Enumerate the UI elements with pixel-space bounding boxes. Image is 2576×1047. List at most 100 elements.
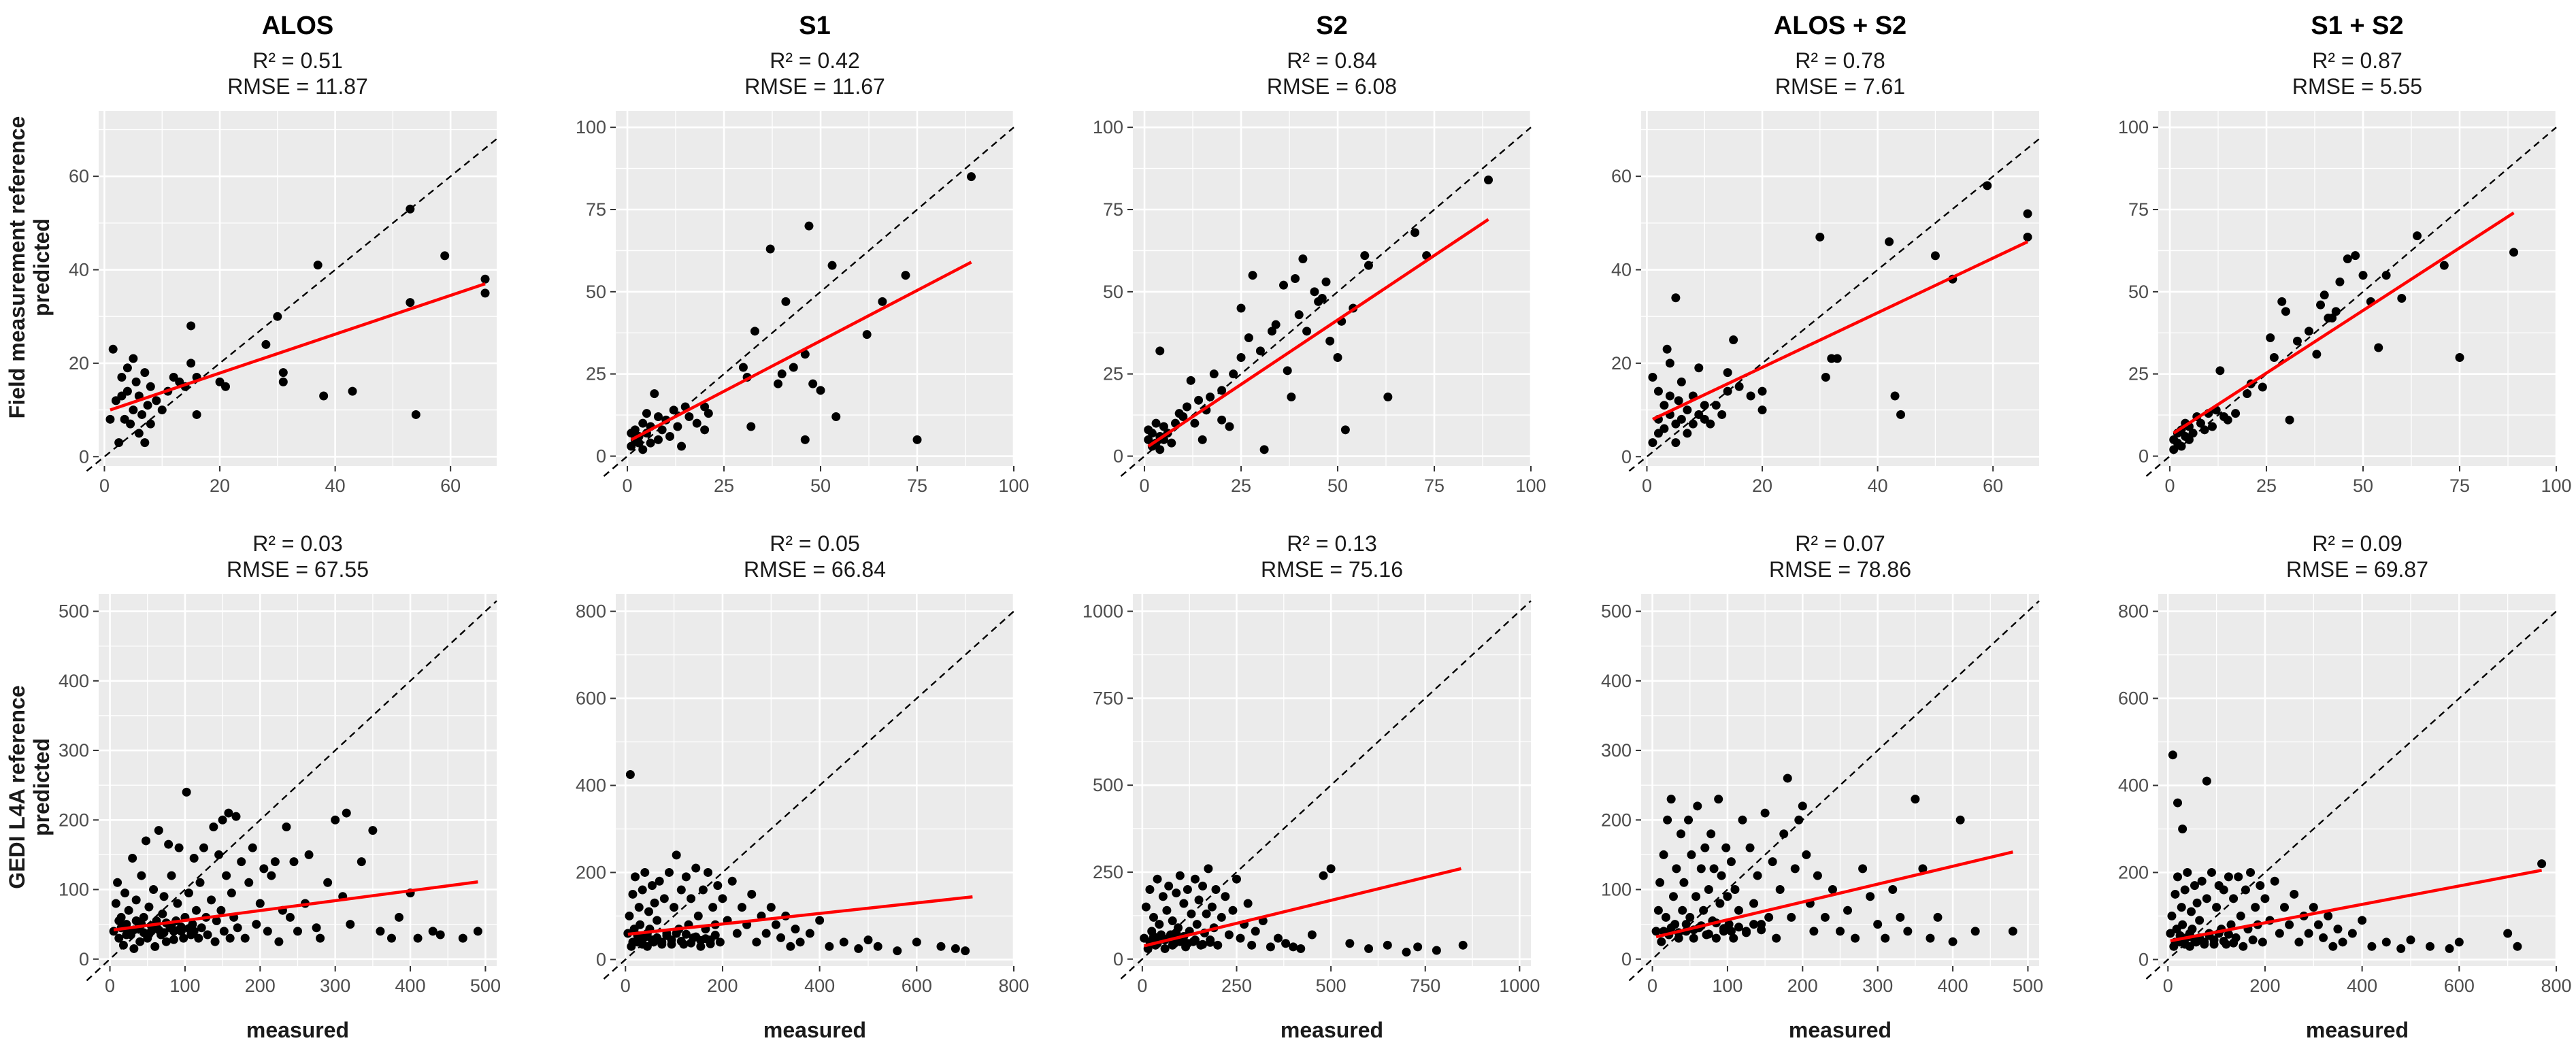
x-tick-label: 400: [1938, 976, 1968, 996]
data-point: [2304, 929, 2313, 938]
data-point: [114, 438, 124, 448]
data-point: [2358, 916, 2367, 925]
y-tick-label: 60: [1611, 166, 1632, 186]
data-point: [2333, 925, 2343, 934]
data-point: [1291, 274, 1300, 283]
data-point: [839, 937, 848, 947]
data-point: [2248, 935, 2258, 945]
data-point: [2426, 942, 2435, 951]
data-point: [2231, 409, 2241, 418]
data-point: [150, 942, 160, 951]
data-point: [1802, 850, 1811, 859]
data-point: [1760, 808, 1770, 818]
x-tick-label: 25: [1231, 476, 1251, 496]
data-point: [1151, 418, 1161, 428]
data-point: [146, 419, 155, 429]
data-point: [203, 930, 212, 940]
data-point: [1699, 905, 1708, 915]
data-point: [800, 350, 810, 359]
data-point: [1677, 829, 1685, 839]
data-point: [111, 899, 120, 908]
data-point: [706, 939, 715, 948]
data-point: [646, 438, 655, 448]
data-point: [1229, 369, 1238, 379]
data-point: [625, 770, 635, 780]
x-tick-label: 40: [1868, 476, 1888, 496]
rmse-label: RMSE = 67.55: [227, 557, 369, 582]
data-point: [137, 410, 147, 419]
data-point: [2455, 353, 2464, 362]
data-point: [1704, 929, 1713, 939]
y-tick-label: 200: [576, 862, 606, 882]
y-tick-label: 40: [1611, 260, 1632, 280]
data-point: [2316, 300, 2326, 310]
data-point: [1843, 905, 1853, 915]
data-point: [480, 274, 490, 284]
data-point: [2223, 415, 2232, 425]
data-point: [1671, 293, 1681, 303]
data-point: [191, 905, 201, 915]
data-point: [1663, 815, 1672, 825]
x-tick-label: 600: [2444, 976, 2475, 996]
fit-line: [630, 261, 972, 442]
data-point: [1717, 410, 1727, 419]
data-point: [2312, 350, 2322, 359]
data-point: [815, 916, 825, 925]
data-point: [135, 937, 145, 946]
data-point: [1858, 864, 1868, 874]
data-point: [2285, 920, 2294, 929]
data-point: [1709, 864, 1719, 874]
data-point: [1413, 942, 1423, 952]
data-point: [1820, 912, 1830, 922]
data-point: [774, 379, 783, 388]
data-point: [1217, 386, 1227, 395]
x-tick-label: 200: [1787, 976, 1818, 996]
data-point: [342, 808, 351, 818]
y-tick-label: 0: [2139, 949, 2149, 969]
data-point: [1345, 939, 1355, 948]
r2-label: R² = 0.07: [1795, 531, 1885, 556]
data-point: [1190, 418, 1200, 428]
data-point: [1684, 815, 1694, 825]
panel-background: [616, 594, 1014, 966]
panel-grid: [1133, 594, 1531, 966]
data-point: [2269, 353, 2279, 362]
x-tick-label: 0: [105, 976, 115, 996]
data-point: [1671, 438, 1681, 448]
data-point: [893, 946, 902, 956]
data-point: [1890, 391, 1900, 401]
data-point: [159, 892, 169, 901]
data-point: [2180, 940, 2190, 949]
data-point: [1677, 377, 1686, 386]
data-point: [134, 429, 144, 438]
data-point: [708, 903, 718, 912]
data-point: [737, 903, 746, 912]
data-point: [1681, 920, 1691, 929]
data-point: [1194, 395, 1204, 405]
data-point: [795, 937, 805, 947]
data-point: [713, 881, 723, 891]
data-point: [1851, 933, 1860, 943]
y-tick-label: 0: [1621, 949, 1632, 969]
data-point: [2251, 903, 2260, 912]
data-point: [752, 937, 761, 947]
data-point: [157, 405, 167, 415]
data-point: [2309, 903, 2318, 912]
data-point: [1157, 930, 1166, 940]
data-point: [2180, 885, 2190, 895]
data-point: [1187, 909, 1196, 918]
data-point: [1665, 391, 1674, 401]
data-point: [786, 942, 795, 951]
data-point: [750, 327, 759, 336]
data-point: [1340, 425, 1350, 435]
points: [105, 204, 490, 448]
data-point: [1704, 885, 1713, 895]
y-tick-label: 400: [576, 775, 606, 795]
data-point: [152, 396, 161, 405]
x-tick-label: 800: [2541, 976, 2571, 996]
data-point: [1159, 422, 1168, 431]
y-tick-label: 800: [2118, 601, 2149, 622]
